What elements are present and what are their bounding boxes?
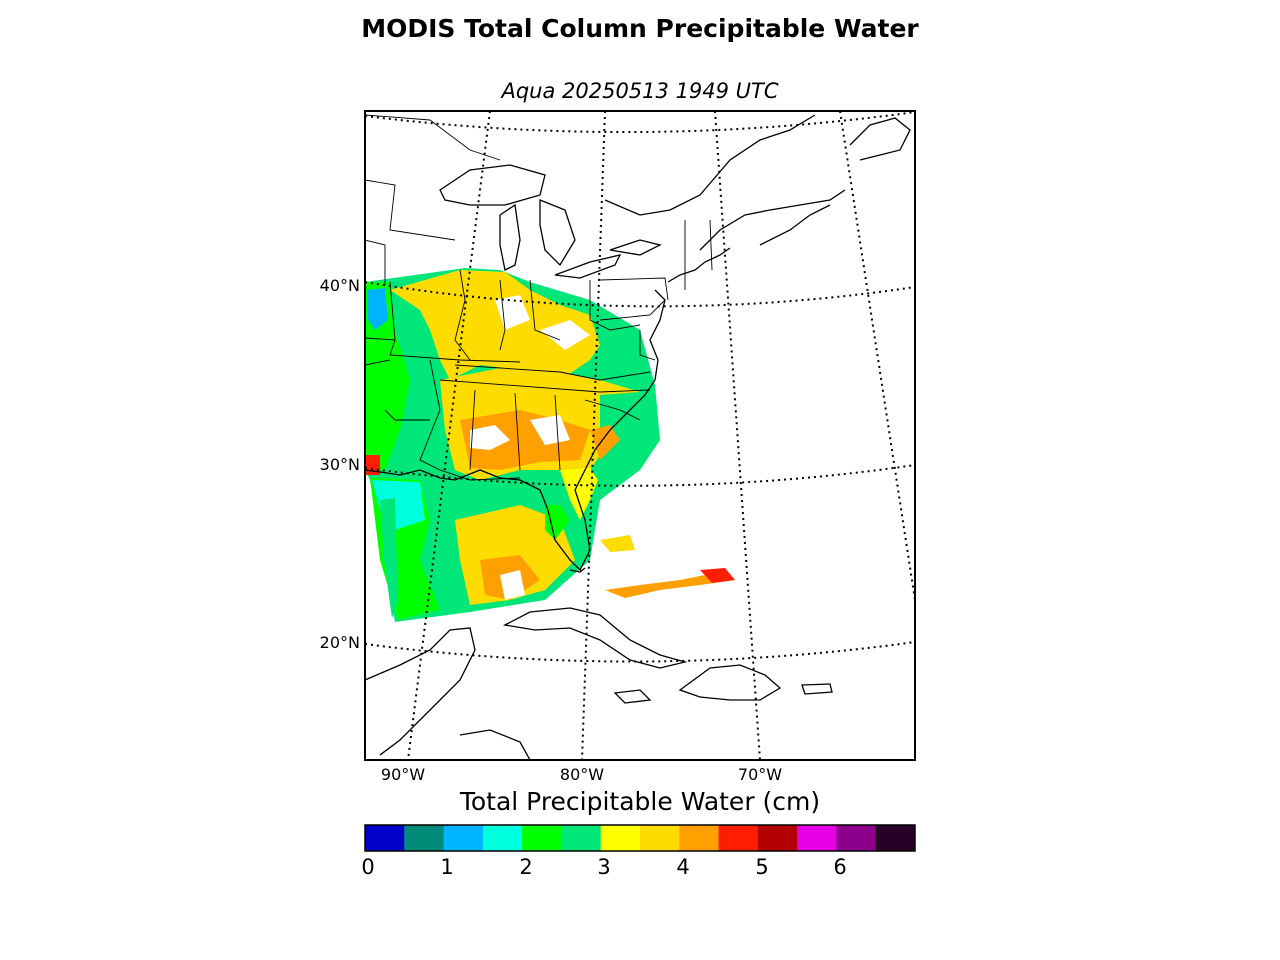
state-border-19 xyxy=(599,277,669,301)
lon-label-70w: 70°W xyxy=(737,765,783,784)
coastlines xyxy=(365,114,911,760)
lon-label-90w: 90°W xyxy=(380,765,426,784)
state-border-8 xyxy=(419,359,441,471)
colorbar-tick-0: 0 xyxy=(361,855,375,879)
state-border-22 xyxy=(365,359,391,366)
lat-label-20n: 20°N xyxy=(319,633,360,652)
colorbar-cell xyxy=(757,825,798,851)
state-border-6 xyxy=(439,379,651,393)
great-lake-ontario xyxy=(609,239,662,256)
colorbar-cell xyxy=(404,825,445,851)
south-america xyxy=(459,729,531,760)
canada-coast xyxy=(604,114,816,216)
colorbar-tick-1: 1 xyxy=(440,855,454,879)
pw-swath xyxy=(365,268,735,622)
colorbar-cell xyxy=(600,825,641,851)
hispaniola xyxy=(678,664,782,701)
colorbar-tick-3: 3 xyxy=(597,855,611,879)
state-border-5 xyxy=(454,364,651,381)
state-border-16 xyxy=(589,280,641,331)
colorbar-cell xyxy=(522,825,562,851)
state-border-12 xyxy=(584,399,641,421)
colorbar-frame xyxy=(364,824,916,852)
colorbar-cell xyxy=(561,825,602,851)
graticule-lon-90w xyxy=(407,111,491,760)
colorbar-cell xyxy=(875,825,916,851)
gulf-st-lawrence xyxy=(699,189,846,251)
great-lake-superior xyxy=(439,164,546,206)
lon-label-80w: 80°W xyxy=(559,765,605,784)
central-america xyxy=(365,627,476,756)
colorbar-tick-2: 2 xyxy=(519,855,533,879)
colorbar-cell xyxy=(679,825,720,851)
us-east-coastline xyxy=(365,289,666,572)
lat-label-30n: 30°N xyxy=(319,455,360,474)
map-frame xyxy=(364,110,916,761)
state-border-14 xyxy=(499,279,506,351)
state-border-23 xyxy=(439,469,521,481)
colorbar-tick-6: 6 xyxy=(833,855,847,879)
graticule-lon-80w xyxy=(581,111,606,760)
nova-scotia xyxy=(759,204,831,246)
lat-label-40n: 40°N xyxy=(319,276,360,295)
colorbar xyxy=(365,825,916,851)
state-border-2 xyxy=(365,239,386,285)
great-lake-erie xyxy=(554,254,622,279)
state-border-1 xyxy=(365,179,456,241)
colorbar-cell xyxy=(797,825,837,851)
jamaica xyxy=(613,689,652,704)
map-panel xyxy=(365,111,915,760)
state-border-11 xyxy=(554,394,561,471)
graticule-lon-70w xyxy=(714,111,761,760)
colorbar-cell xyxy=(718,825,759,851)
state-border-9 xyxy=(469,389,476,471)
map-subtitle: Aqua 20250513 1949 UTC xyxy=(501,79,779,103)
colorbar-title: Total Precipitable Water (cm) xyxy=(459,787,821,816)
state-border-10 xyxy=(514,392,521,471)
colorbar-cell xyxy=(482,825,523,851)
graticule-lat-50n xyxy=(365,111,915,134)
puerto-rico xyxy=(801,683,833,695)
graticule-lat-20n xyxy=(365,641,915,663)
colorbar-tick-5: 5 xyxy=(755,855,769,879)
colorbar-cell xyxy=(443,825,484,851)
state-border-7 xyxy=(384,409,430,421)
great-lake-michigan xyxy=(499,203,521,271)
new-england-coast xyxy=(667,247,731,283)
state-border-15 xyxy=(529,279,561,341)
state-borders xyxy=(365,114,713,481)
graticule-lat-30n xyxy=(365,464,915,487)
colorbar-cell xyxy=(836,825,877,851)
state-border-13 xyxy=(454,269,471,361)
newfoundland xyxy=(849,117,911,161)
us-canada-border xyxy=(365,114,501,161)
map-title: MODIS Total Column Precipitable Water xyxy=(361,14,919,43)
state-border-4 xyxy=(389,339,521,363)
state-border-21 xyxy=(709,219,713,271)
great-lake-huron xyxy=(539,199,576,267)
colorbar-cell xyxy=(365,825,405,851)
florida-keys xyxy=(569,567,586,573)
state-border-18 xyxy=(639,330,656,361)
graticule xyxy=(365,111,915,760)
colorbar-tick-4: 4 xyxy=(676,855,690,879)
colorbar-cell xyxy=(640,825,680,851)
graticule-lat-40n xyxy=(365,281,915,308)
state-border-17 xyxy=(599,299,666,321)
graticule-lon-60w xyxy=(839,111,915,601)
cuba xyxy=(502,607,688,669)
